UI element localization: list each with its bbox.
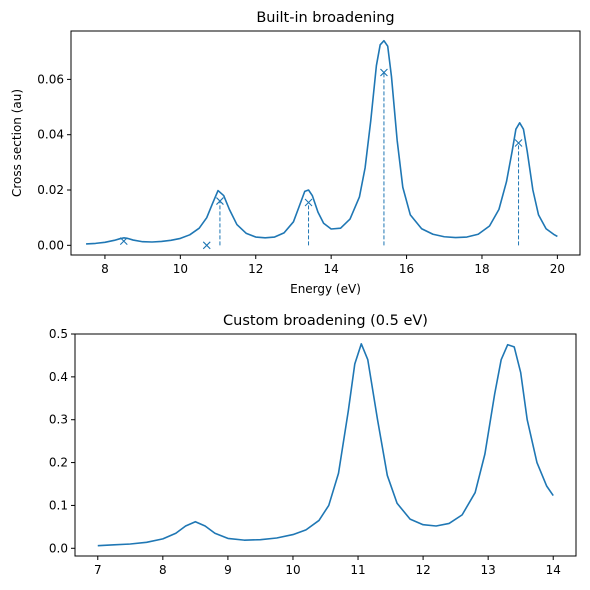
y-tick-label: 0.02 [37, 183, 64, 197]
x-tick-label: 12 [415, 563, 430, 577]
x-tick-label: 8 [159, 563, 167, 577]
y-tick-label: 0.3 [49, 413, 68, 427]
chart-title: Built-in broadening [256, 10, 394, 26]
subplot-built-in-broadening: Built-in broadening 8 10 12 14 16 18 20 0.000.… [10, 10, 581, 296]
x-tick-label: 10 [173, 262, 188, 276]
y-tick-label: 0.4 [49, 370, 68, 384]
x-tick-label: 20 [550, 262, 565, 276]
y-tick-label: 0.00 [37, 238, 64, 252]
stick-marker [202, 241, 211, 250]
y-axis-ticks: 0.00 0.02 0.04 0.06 [37, 72, 71, 252]
plot-area [86, 39, 558, 245]
x-tick-label: 18 [474, 262, 489, 276]
y-tick-label: 0.2 [49, 456, 68, 470]
stick-marker [514, 139, 523, 147]
y-tick-label: 0.06 [37, 72, 64, 86]
x-tick-label: 7 [94, 563, 102, 577]
y-tick-label: 0.5 [49, 327, 68, 341]
stick-marker [304, 198, 313, 207]
x-tick-label: 11 [350, 563, 365, 577]
x-axis-label: Energy (eV) [290, 282, 361, 296]
stick-marker [216, 197, 224, 205]
y-tick-label: 0.04 [37, 128, 64, 142]
y-axis-label: Cross section (au) [10, 89, 24, 197]
stick-marker [380, 68, 388, 77]
stick-marker [119, 237, 128, 246]
x-tick-label: 14 [546, 563, 561, 577]
x-tick-label: 14 [324, 262, 339, 276]
y-tick-label: 0.0 [49, 541, 68, 555]
axes-frame [70, 30, 581, 256]
chart-title: Custom broadening (0.5 eV) [223, 313, 428, 329]
x-tick-label: 12 [248, 262, 263, 276]
x-axis-ticks: 7 8 9 10 11 12 13 14 [94, 556, 561, 577]
y-tick-label: 0.1 [49, 498, 68, 512]
series-line [97, 343, 554, 547]
x-axis-ticks: 8 10 12 14 16 18 20 [101, 255, 565, 276]
series-line [86, 39, 558, 245]
x-tick-label: 10 [285, 563, 300, 577]
stick-markers [119, 68, 523, 250]
x-tick-label: 8 [101, 262, 109, 276]
subplot-custom-broadening: Custom broadening (0.5 eV) 7 8 9 10 11 12 13 14… [49, 313, 577, 577]
x-tick-label: 13 [481, 563, 496, 577]
x-tick-label: 16 [399, 262, 414, 276]
y-axis-ticks: 0.0 0.1 0.2 0.3 0.4 0.5 [49, 327, 75, 555]
axes-frame [74, 333, 577, 557]
x-tick-label: 9 [224, 563, 232, 577]
plot-area [97, 343, 554, 547]
